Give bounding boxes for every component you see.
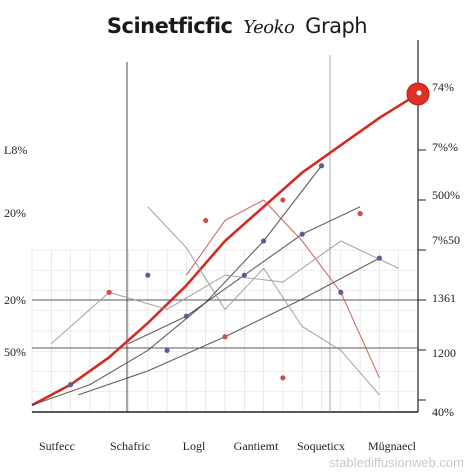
data-point (376, 255, 382, 261)
data-point (203, 217, 209, 224)
data-point (106, 289, 112, 295)
x-axis-label: Soqueticx (297, 439, 345, 453)
trend-line (31, 92, 419, 407)
title-part-3: Graph (305, 14, 368, 38)
data-point (241, 272, 247, 278)
data-point (222, 334, 228, 340)
x-axis-label: Logl (183, 439, 206, 453)
x-axis-label: Schafric (110, 439, 150, 453)
point-layer (68, 82, 430, 388)
left-axis-label: L8% (4, 143, 27, 157)
right-axis-label: 1361 (432, 291, 456, 305)
series-line-6 (147, 206, 380, 396)
data-point (299, 231, 305, 237)
right-axis-label: 1200 (432, 346, 456, 360)
right-axis-label: 7%50 (432, 233, 460, 247)
x-axis-label: Mügnaecl (368, 439, 417, 453)
endpoint-marker-highlight (416, 90, 422, 96)
left-axis-label: 20% (4, 206, 26, 220)
series-line-4 (185, 199, 380, 379)
series-line-1 (31, 165, 322, 406)
data-point (145, 272, 151, 278)
x-axis-label: Sutfecc (39, 439, 75, 453)
left-axis-label: 50% (4, 345, 26, 359)
data-point (261, 238, 267, 244)
data-point (68, 382, 74, 388)
title-part-1: Scinetficfic (106, 14, 233, 38)
right-axis-label: 74% (432, 80, 454, 94)
x-axis-label: Gantiemt (234, 439, 279, 453)
title-part-2: Yeoko (243, 17, 295, 38)
left-axis-label: 20% (4, 293, 26, 307)
data-point (338, 289, 344, 295)
data-point (357, 211, 363, 217)
data-point (280, 197, 286, 203)
grid-layer (31, 249, 419, 413)
right-axis-label: 7%% (432, 140, 458, 154)
watermark: stablediffusionweb.com (329, 455, 464, 470)
right-axis-label: 40% (432, 405, 454, 419)
data-point (183, 313, 189, 319)
axis-layer (32, 40, 426, 413)
data-point (318, 163, 325, 169)
right-axis-label: 500% (432, 188, 460, 202)
data-point (280, 375, 286, 381)
data-point (164, 347, 170, 354)
chart-title: Scinetficfic Yeoko Graph (0, 14, 474, 38)
label-layer: L8% 20% 20% 50% 74% 7%% 500% 7%50 1361 1200 40% Sut… (4, 80, 460, 453)
